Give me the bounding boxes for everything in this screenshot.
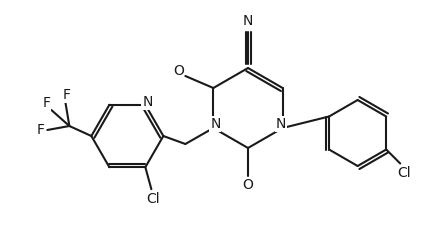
Text: N: N <box>243 14 253 28</box>
Text: F: F <box>42 96 51 110</box>
Text: Cl: Cl <box>397 165 411 180</box>
Text: N: N <box>276 117 286 131</box>
Text: F: F <box>36 123 44 137</box>
Text: Cl: Cl <box>146 192 160 206</box>
Text: N: N <box>210 117 221 131</box>
Text: O: O <box>173 64 184 78</box>
Text: N: N <box>142 95 152 109</box>
Text: O: O <box>242 178 254 192</box>
Text: F: F <box>62 88 70 102</box>
